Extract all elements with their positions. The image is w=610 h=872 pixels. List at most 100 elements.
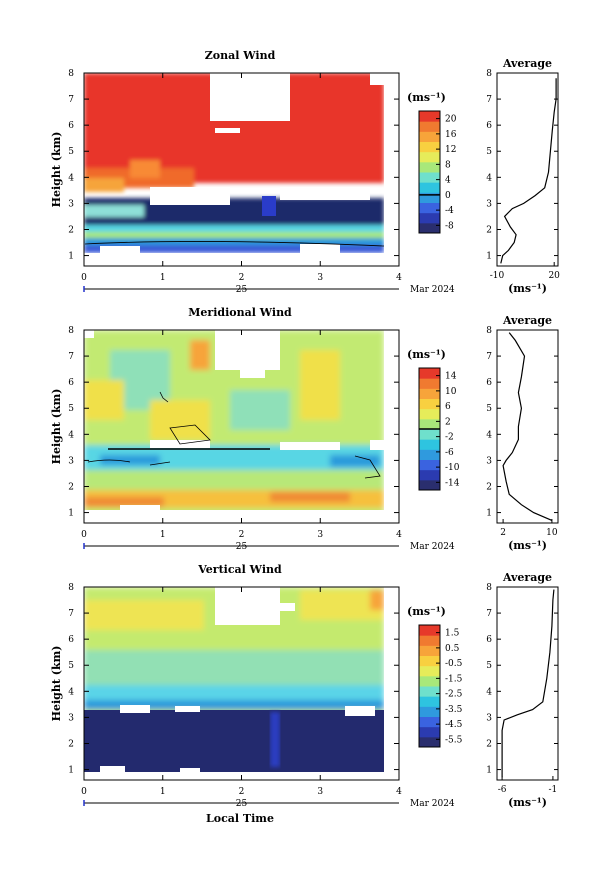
average-y-tick-label: 6 <box>486 121 492 131</box>
average-y-tick-label: 2 <box>486 482 492 492</box>
colorbar-frame <box>418 624 441 748</box>
y-tick-label: 4 <box>68 173 74 183</box>
y-tick-label: 4 <box>68 430 74 440</box>
colorbar-tick-label: 0 <box>445 191 451 201</box>
x-tick-label: 0 <box>81 787 87 797</box>
x-tick-label: 3 <box>317 787 323 797</box>
y-axis-label: Height (km) <box>50 132 63 208</box>
colorbar-segment <box>419 716 440 728</box>
average-y-tick-label: 2 <box>486 225 492 235</box>
average-y-tick-label: 1 <box>486 252 492 262</box>
colorbar-segment <box>419 212 440 224</box>
colorbar-tick-label: -2 <box>445 433 454 443</box>
y-tick-label: 2 <box>68 225 74 235</box>
colorbar-segment <box>419 131 440 142</box>
meridional-wind-x-axis: 0 1 2 3 4 25 Mar 2024 <box>81 330 455 552</box>
average-y-tick-label: 3 <box>486 456 492 466</box>
average-x-tick-label: 2 <box>500 528 506 538</box>
y-tick-label: 3 <box>68 199 74 209</box>
colorbar-segment <box>419 655 440 667</box>
colorbar-segment <box>419 625 440 636</box>
average-x-tick-label: -1 <box>549 785 558 795</box>
colorbar-frame <box>418 110 441 234</box>
y-tick-label: 8 <box>68 583 74 593</box>
colorbar-unit: (ms⁻¹) <box>407 348 446 361</box>
x-tick-label: 3 <box>317 273 323 283</box>
y-axis-label: Height (km) <box>50 389 63 465</box>
average-y-tick-label: 8 <box>486 69 492 79</box>
y-axis-label: Height (km) <box>50 646 63 722</box>
average-x-label: (ms⁻¹) <box>508 539 547 552</box>
colorbar-segment <box>419 141 440 153</box>
y-tick-label: 4 <box>68 687 74 697</box>
colorbar-segment <box>419 706 440 717</box>
average-title: Average <box>502 57 552 70</box>
colorbar-segment <box>419 459 440 471</box>
average-x-tick-label: -6 <box>498 785 507 795</box>
average-y-tick-label: 5 <box>486 661 492 671</box>
y-tick-label: 6 <box>68 635 74 645</box>
colorbar-tick-label: 10 <box>445 387 457 397</box>
x-tick-label: 4 <box>396 273 402 283</box>
zonal-wind-x-axis: 0 1 2 3 425 Mar 2024 <box>81 73 455 295</box>
y-tick-label: 8 <box>68 69 74 79</box>
x-tick-label: 2 <box>239 530 245 540</box>
colorbar-tick-label: 0.5 <box>445 644 460 654</box>
average-frame <box>496 586 559 781</box>
vertical-wind-average-plot: Average 1 2 3 4 5 6 7 8 -6 -1(ms⁻¹) <box>486 571 559 809</box>
average-profile-line <box>501 589 555 778</box>
average-y-tick-label: 7 <box>486 609 492 619</box>
vertical-wind-x-axis: 0 1 2 3 4 25 Mar 2024 <box>81 587 455 809</box>
average-y-tick-label: 3 <box>486 713 492 723</box>
colorbar-segment <box>419 429 440 440</box>
y-tick-label: 2 <box>68 482 74 492</box>
colorbar-segment <box>419 222 440 234</box>
colorbar-segment <box>419 121 440 132</box>
colorbar-tick-label: -14 <box>445 478 460 488</box>
y-tick-label: 5 <box>68 404 74 414</box>
colorbar-segment <box>419 202 440 214</box>
date-label: 25 <box>236 542 248 552</box>
y-tick-label: 8 <box>68 326 74 336</box>
average-title: Average <box>502 571 552 584</box>
x-tick-label: 4 <box>396 530 402 540</box>
average-y-tick-label: 5 <box>486 404 492 414</box>
x-tick-label: 1 <box>160 530 166 540</box>
colorbar-segment <box>419 686 440 697</box>
colorbar-tick-label: 6 <box>445 402 451 412</box>
colorbar-segment <box>419 388 440 399</box>
y-tick-label: 6 <box>68 121 74 131</box>
colorbar-tick-label: -3.5 <box>445 705 463 715</box>
average-y-tick-label: 6 <box>486 378 492 388</box>
colorbar-tick-label: -0.5 <box>445 659 463 669</box>
y-tick-label: 5 <box>68 147 74 157</box>
average-profile-line <box>500 78 557 264</box>
colorbar-segment <box>419 172 440 183</box>
colorbar-tick-label: -4 <box>445 206 454 216</box>
colorbar-segment <box>419 665 440 677</box>
average-y-tick-label: 8 <box>486 583 492 593</box>
zonal-wind-heatmap <box>84 73 399 266</box>
average-y-tick-label: 1 <box>486 766 492 776</box>
panel-title: Vertical Wind <box>197 563 282 576</box>
colorbar-segment <box>419 378 440 389</box>
colorbar-tick-label: 8 <box>445 160 451 170</box>
colorbar-tick-label: 2 <box>445 417 451 427</box>
date-label: 25 <box>236 799 248 809</box>
colorbar-segment <box>419 726 440 738</box>
colorbar-tick-label: -10 <box>445 463 460 473</box>
average-profile-line <box>502 332 553 521</box>
y-tick-label: 1 <box>68 766 74 776</box>
panel-title: Meridional Wind <box>188 306 292 319</box>
x-tick-label: 3 <box>317 530 323 540</box>
meridional-wind-colorbar: 14 10 6 2 -2 -6 -10 -14 (ms⁻¹) <box>407 348 460 491</box>
colorbar-tick-label: -6 <box>445 448 454 458</box>
x-tick-label: 2 <box>239 273 245 283</box>
colorbar-segment <box>419 449 440 460</box>
y-tick-label: 3 <box>68 713 74 723</box>
average-frame <box>496 329 559 524</box>
colorbar-segment <box>419 368 440 379</box>
